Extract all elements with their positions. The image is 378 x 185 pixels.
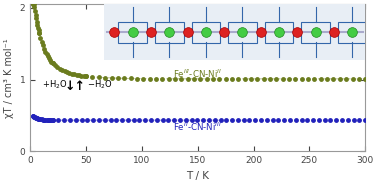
Text: Fe$^{III}$-CN-Ni$^{II}$: Fe$^{III}$-CN-Ni$^{II}$ <box>173 68 222 80</box>
Y-axis label: χT / cm³ K mol⁻¹: χT / cm³ K mol⁻¹ <box>4 38 14 118</box>
X-axis label: T / K: T / K <box>186 171 209 181</box>
Text: Fe$^{II}$-CN-Ni$^{III}$: Fe$^{II}$-CN-Ni$^{III}$ <box>173 121 222 133</box>
Text: ↓↑: ↓↑ <box>65 80 85 92</box>
Text: +H$_2$O: +H$_2$O <box>42 78 68 91</box>
Text: $-$H$_2$O: $-$H$_2$O <box>87 78 112 91</box>
